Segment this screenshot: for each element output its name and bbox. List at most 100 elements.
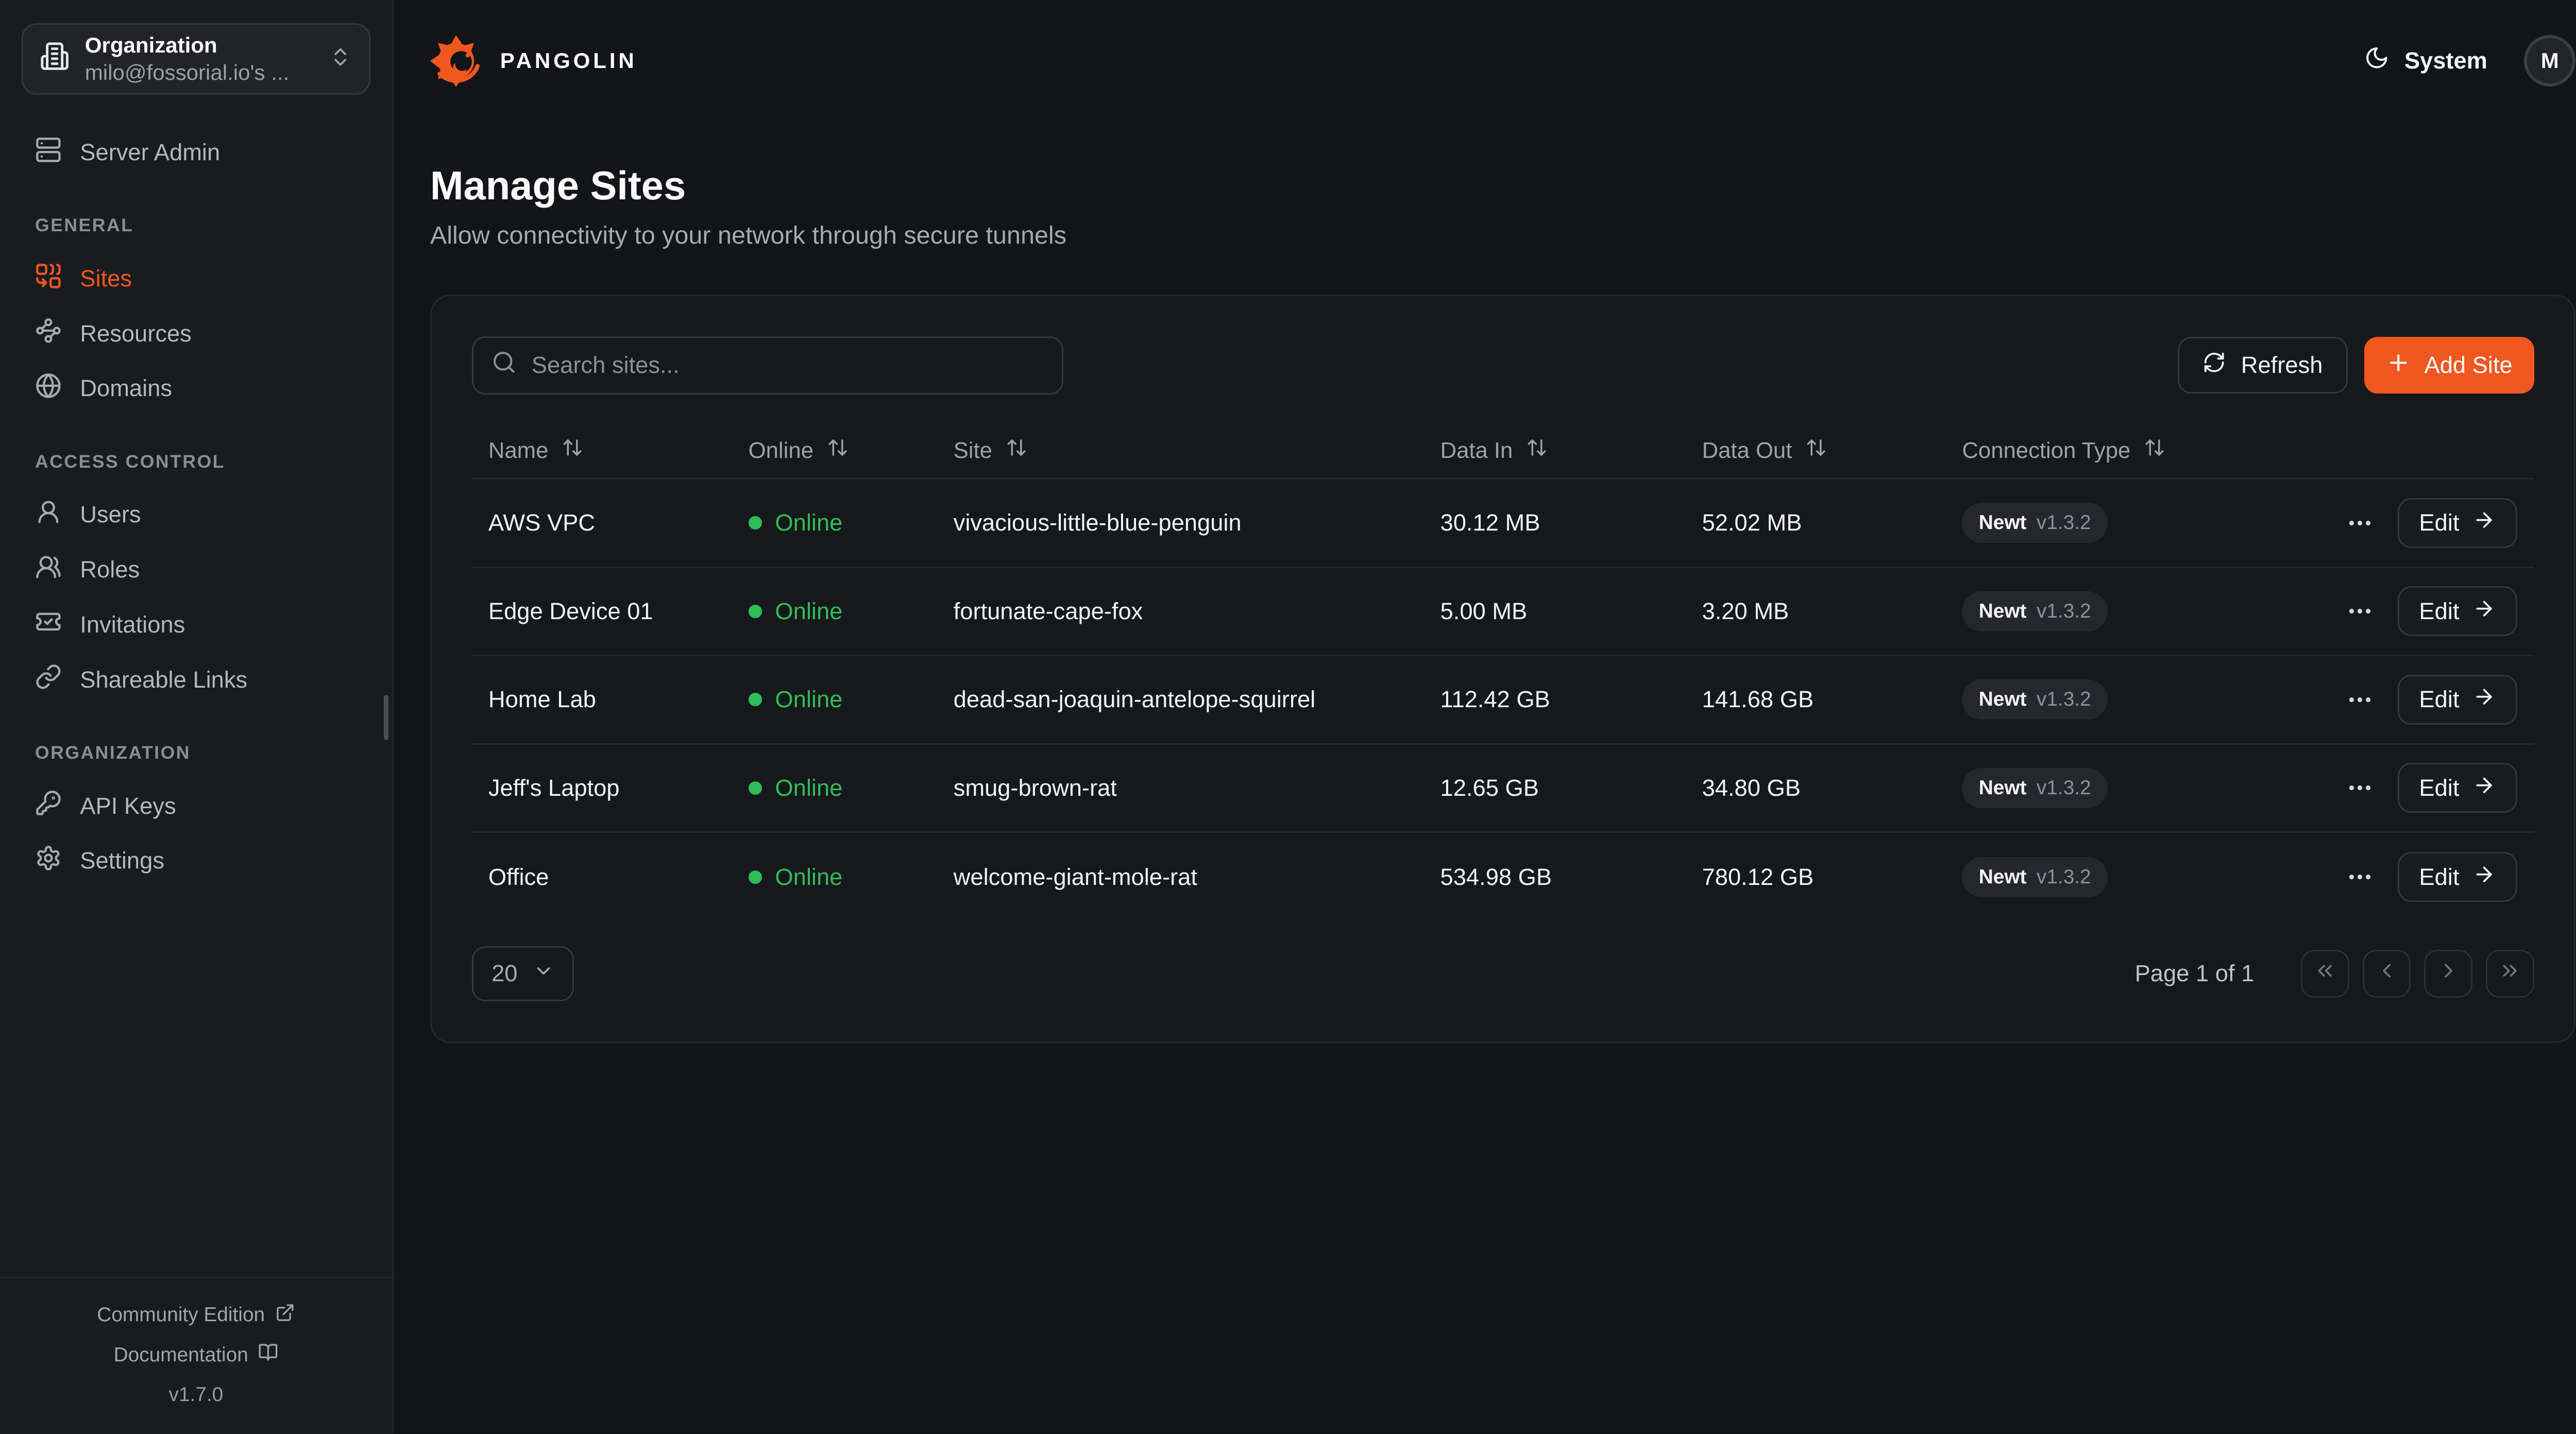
sort-icon <box>827 437 849 464</box>
edit-button[interactable]: Edit <box>2397 498 2518 548</box>
row-menu-button[interactable] <box>2346 686 2374 714</box>
add-site-button[interactable]: Add Site <box>2364 337 2534 394</box>
globe-icon <box>35 372 62 405</box>
column-header-data-out[interactable]: Data Out <box>1685 437 1945 464</box>
sidebar-item-label: Invitations <box>80 611 185 638</box>
edit-button[interactable]: Edit <box>2397 674 2518 725</box>
sidebar-item-label: Server Admin <box>80 139 221 166</box>
cell-data-out: 52.02 MB <box>1702 509 1802 536</box>
sidebar-item-label: Users <box>80 501 141 528</box>
moon-icon <box>2364 45 2389 76</box>
refresh-button[interactable]: Refresh <box>2178 337 2348 394</box>
search-box <box>471 336 1064 395</box>
arrow-right-icon <box>2472 508 2496 537</box>
arrow-right-icon <box>2472 685 2496 714</box>
column-header-name[interactable]: Name <box>472 437 732 464</box>
top-bar: PANGOLIN System M <box>430 0 2576 122</box>
row-menu-button[interactable] <box>2346 597 2374 625</box>
cell-site: dead-san-joaquin-antelope-squirrel <box>953 686 1316 713</box>
ticket-check-icon <box>35 608 62 641</box>
column-header-data-in[interactable]: Data In <box>1423 437 1685 464</box>
sidebar-item-label: API Keys <box>80 792 176 819</box>
column-header-site[interactable]: Site <box>937 437 1423 464</box>
row-menu-button[interactable] <box>2346 509 2374 537</box>
sidebar-item-roles[interactable]: Roles <box>22 542 370 598</box>
sidebar-item-users[interactable]: Users <box>22 487 370 542</box>
add-site-label: Add Site <box>2424 352 2513 379</box>
online-dot-icon <box>748 604 762 618</box>
footer-link-label: Documentation <box>113 1343 248 1366</box>
sort-icon <box>1526 437 1548 464</box>
sidebar-resize-handle[interactable] <box>383 695 389 740</box>
online-dot-icon <box>748 693 762 707</box>
book-open-icon <box>258 1342 278 1368</box>
pangolin-logo-icon <box>430 35 480 87</box>
avatar[interactable]: M <box>2524 35 2576 87</box>
sidebar-section-general: GENERAL <box>35 215 134 236</box>
page-size-select[interactable]: 20 <box>471 946 574 1001</box>
table-row: Jeff's Laptop Online smug-brown-rat 12.6… <box>471 745 2534 833</box>
column-header-connection-type[interactable]: Connection Type <box>1945 437 2285 464</box>
table-row: Edge Device 01 Online fortunate-cape-fox… <box>471 568 2534 657</box>
sort-icon <box>562 437 583 464</box>
connection-badge: Newt v1.3.2 <box>1962 503 2108 543</box>
documentation-link[interactable]: Documentation <box>114 1337 278 1373</box>
page-info: Page 1 of 1 <box>2134 960 2255 987</box>
page-title: Manage Sites <box>430 164 686 209</box>
toolbar: Refresh Add Site <box>471 336 2534 395</box>
edit-button[interactable]: Edit <box>2397 763 2518 813</box>
sidebar-item-label: Roles <box>80 556 140 583</box>
previous-page-button[interactable] <box>2362 949 2411 998</box>
cell-name: Edge Device 01 <box>488 598 653 624</box>
row-menu-button[interactable] <box>2346 774 2374 802</box>
chevron-left-icon <box>2375 959 2398 988</box>
sidebar-item-shareable-links[interactable]: Shareable Links <box>22 652 370 707</box>
sidebar-item-invitations[interactable]: Invitations <box>22 597 370 652</box>
brand[interactable]: PANGOLIN <box>430 33 637 89</box>
app-version: v1.7.0 <box>168 1384 224 1406</box>
org-selector[interactable]: Organization milo@fossorial.io's ... <box>22 23 370 95</box>
status-badge: Online <box>748 509 842 536</box>
cell-data-in: 30.12 MB <box>1440 509 1540 536</box>
cell-name: Jeff's Laptop <box>488 774 620 801</box>
first-page-button[interactable] <box>2300 949 2349 998</box>
theme-label: System <box>2404 47 2487 74</box>
table-header-row: Name Online Site Data In <box>471 423 2534 480</box>
chevrons-right-icon <box>2498 959 2521 988</box>
sidebar-item-label: Settings <box>80 847 164 874</box>
chevron-right-icon <box>2437 959 2460 988</box>
users-icon <box>35 554 62 586</box>
refresh-icon <box>2202 351 2226 380</box>
column-header-online[interactable]: Online <box>732 437 937 464</box>
sidebar-item-api-keys[interactable]: API Keys <box>22 778 370 833</box>
sidebar-item-sites[interactable]: Sites <box>22 251 370 306</box>
theme-selector[interactable]: System <box>2364 45 2487 76</box>
main-area: PANGOLIN System M Manage Sites Allow con… <box>394 0 2576 1433</box>
sidebar-item-settings[interactable]: Settings <box>22 833 370 889</box>
sidebar-item-domains[interactable]: Domains <box>22 361 370 416</box>
key-icon <box>35 790 62 822</box>
community-edition-link[interactable]: Community Edition <box>97 1297 295 1334</box>
user-icon <box>35 499 62 531</box>
sidebar: Organization milo@fossorial.io's ... Ser… <box>0 0 394 1433</box>
sidebar-item-label: Domains <box>80 375 173 402</box>
cell-site: fortunate-cape-fox <box>953 598 1143 624</box>
edit-button[interactable]: Edit <box>2397 586 2518 637</box>
next-page-button[interactable] <box>2424 949 2473 998</box>
last-page-button[interactable] <box>2485 949 2534 998</box>
edit-button[interactable]: Edit <box>2397 852 2518 902</box>
status-badge: Online <box>748 686 842 713</box>
search-input[interactable] <box>531 352 1044 379</box>
sidebar-footer: Community Edition Documentation v1.7.0 <box>0 1276 392 1433</box>
sidebar-item-resources[interactable]: Resources <box>22 306 370 361</box>
table-footer: 20 Page 1 of 1 <box>471 946 2534 1001</box>
online-dot-icon <box>748 516 762 530</box>
sidebar-item-label: Resources <box>80 320 192 347</box>
gear-icon <box>35 845 62 877</box>
row-menu-button[interactable] <box>2346 863 2374 891</box>
sidebar-item-server-admin[interactable]: Server Admin <box>22 125 370 180</box>
cell-data-in: 112.42 GB <box>1440 686 1550 713</box>
plus-icon <box>2386 350 2411 381</box>
cell-site: welcome-giant-mole-rat <box>953 863 1197 890</box>
table-row: Office Online welcome-giant-mole-rat 534… <box>472 833 2534 921</box>
